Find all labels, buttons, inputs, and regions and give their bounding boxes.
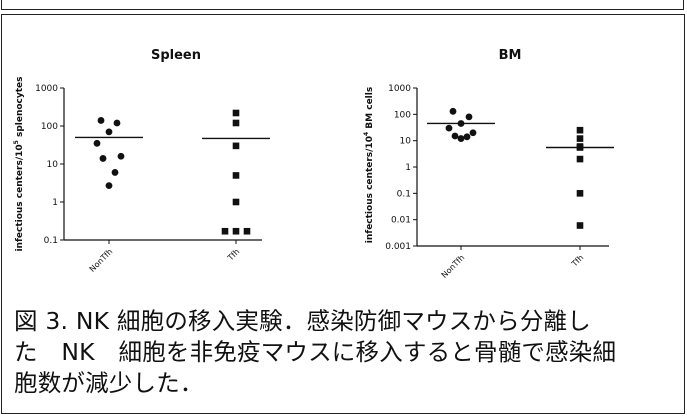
data-point-square [576,135,584,142]
data-point-square [232,172,240,179]
y-tick-label: 10 [400,137,412,147]
x-category-label: Tfh [569,253,585,269]
y-axis-label-text: splenocytes [15,76,25,140]
data-point-square [221,227,229,235]
figure-charts: Spleen 0.1 1 10 100 1000 infectious centers/10… [13,48,614,280]
data-point-circle [113,119,121,127]
data-point-circle [97,117,105,124]
data-point-circle [469,129,477,137]
data-point-square [576,155,584,163]
data-point-square [232,119,240,127]
data-point-circle [99,155,107,162]
data-point-square [576,144,584,151]
data-point-square [232,227,240,235]
data-point-square [576,190,584,197]
y-tick-label: 100 [41,122,58,132]
caption-line-3: 胞数が減少した． [14,369,204,397]
data-point-circle [457,135,465,142]
y-tick-label: 0.01 [391,216,411,226]
data-point-circle [111,169,119,176]
y-axis-label: infectious centers/104 BM cells [363,87,375,243]
data-point-square [232,142,240,150]
data-point-circle [105,128,113,136]
y-tick-label: 1000 [35,84,58,94]
x-category-label: Tfh [225,247,241,263]
chart-title: BM [499,48,522,63]
figure-caption: 図 3. NK 細胞の移入実験．感染防御マウスから分離し た NK 細胞を非免疫… [14,306,678,399]
y-tick-label: 1 [405,163,411,173]
y-axis-label-exponent: 5 [13,140,20,144]
top-frame-border [1,0,684,10]
chart-panel-spleen: Spleen 0.1 1 10 100 1000 infectious centers/10… [13,48,270,274]
caption-line-1: 図 3. NK 細胞の移入実験．感染防御マウスから分離し [14,307,591,335]
data-point-square [232,198,240,206]
data-point-square [232,109,240,117]
data-point-circle [451,132,459,140]
figure-frame [1,14,685,414]
data-point-circle [445,124,453,132]
data-point-circle [449,107,457,115]
y-axis-label-text: infectious centers/10 [15,144,25,251]
y-axis-label-exponent: 4 [363,132,370,136]
data-point-circle [93,139,101,147]
data-point-circle [105,182,113,190]
caption-line-2: た NK 細胞を非免疫マウスに移入すると骨髄で感染細 [14,338,617,366]
y-tick-label: 1 [52,198,58,208]
data-point-circle [465,113,473,121]
data-point-square [576,222,584,229]
x-category-label: NonTfh [440,253,467,280]
data-point-square [243,227,251,235]
y-tick-label: 0.1 [397,189,411,199]
y-axis-label: infectious centers/105 splenocytes [13,76,25,251]
y-tick-label: 0.1 [44,236,58,246]
data-point-circle [463,133,471,141]
y-tick-label: 100 [394,110,411,120]
x-category-label: NonTfh [88,247,115,274]
data-point-circle [457,120,465,127]
y-tick-label: 0.001 [385,242,411,252]
chart-panel-bm: BM 0.001 0.01 0.1 1 10 100 1000 infectious cente… [363,48,614,280]
chart-title: Spleen [151,48,201,63]
y-tick-label: 10 [47,160,59,170]
y-axis-label-text: infectious centers/10 [365,136,375,243]
y-axis-label-text: BM cells [365,87,375,132]
data-point-square [576,126,584,134]
data-point-circle [117,152,125,160]
y-tick-label: 1000 [388,84,411,94]
